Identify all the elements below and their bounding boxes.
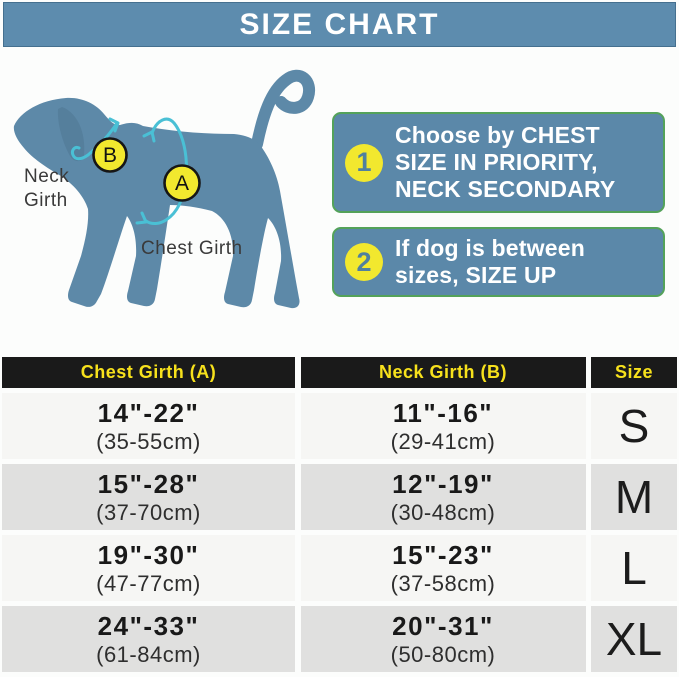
neck-marker-letter: B bbox=[103, 144, 117, 167]
row-m-neck-cm: (30-48cm) bbox=[390, 499, 496, 525]
row-m-neck-inches: 12"-19" bbox=[392, 468, 494, 499]
row-xl-chest-cm: (61-84cm) bbox=[96, 641, 201, 667]
row-xl-size: XL bbox=[591, 606, 677, 672]
row-l-chest-inches: 19"-30" bbox=[97, 539, 200, 570]
row-xl-chest-inches: 24"-33" bbox=[97, 610, 200, 641]
tip-1-line-3: NECK SECONDARY bbox=[395, 176, 616, 202]
chest-marker-letter: A bbox=[175, 172, 189, 195]
row-m-size-letter: M bbox=[614, 471, 654, 523]
header-neck-girth: Neck Girth (B) bbox=[300, 357, 586, 388]
chest-measure-arrowhead-top-icon bbox=[142, 130, 156, 143]
row-l-neck-cm: (37-58cm) bbox=[390, 570, 496, 596]
row-xl-chest: 24"-33" (61-84cm) bbox=[2, 606, 295, 672]
row-s-neck-inches: 11"-16" bbox=[392, 397, 494, 428]
row-m-size: M bbox=[591, 464, 677, 530]
tip-1-line-2: SIZE IN PRIORITY, bbox=[395, 149, 598, 175]
row-s-neck: 11"-16" (29-41cm) bbox=[300, 393, 586, 459]
neck-girth-label-line1: Neck bbox=[24, 166, 69, 187]
dog-silhouette bbox=[13, 97, 300, 309]
tip-size-up: 2 If dog is between sizes, SIZE UP bbox=[332, 227, 665, 297]
tip-2-number-badge: 2 bbox=[345, 243, 383, 281]
row-l-neck: 15"-23" (37-58cm) bbox=[300, 535, 586, 601]
neck-girth-label-line2: Girth bbox=[24, 190, 68, 211]
row-s-neck-cm: (29-41cm) bbox=[390, 428, 496, 454]
header-size: Size bbox=[591, 357, 677, 388]
tip-1-number: 1 bbox=[356, 147, 372, 177]
row-s-chest: 14"-22" (35-55cm) bbox=[2, 393, 295, 459]
neck-marker-circle bbox=[92, 137, 128, 173]
row-xl-size-letter: XL bbox=[605, 613, 663, 665]
row-s-size-letter: S bbox=[618, 400, 650, 452]
chest-girth-label: Chest Girth bbox=[141, 238, 243, 259]
tip-1-text: Choose by CHEST SIZE IN PRIORITY, NECK S… bbox=[395, 122, 615, 203]
row-l-neck-inches: 15"-23" bbox=[392, 539, 494, 570]
tip-1-number-badge: 1 bbox=[345, 143, 383, 182]
row-m-neck: 12"-19" (30-48cm) bbox=[300, 464, 586, 530]
dog-measurement-diagram: B A Neck Girth Chest Girth bbox=[13, 69, 316, 309]
chest-measure-arrowhead-bottom-icon bbox=[135, 211, 148, 225]
row-l-chest-cm: (47-77cm) bbox=[96, 570, 201, 596]
neck-measure-arrowhead-icon bbox=[108, 117, 120, 133]
header-chest-girth: Chest Girth (A) bbox=[2, 357, 295, 388]
row-m-chest-inches: 15"-28" bbox=[97, 468, 200, 499]
row-l-size: L bbox=[591, 535, 677, 601]
row-xl-neck-cm: (50-80cm) bbox=[390, 641, 496, 667]
chest-marker-circle bbox=[163, 164, 201, 202]
title-bar: SIZE CHART bbox=[3, 2, 676, 47]
tip-2-line-1: If dog is between bbox=[395, 235, 585, 261]
size-table: Chest Girth (A) Neck Girth (B) Size 14"-… bbox=[2, 357, 677, 672]
row-xl-neck-inches: 20"-31" bbox=[392, 610, 494, 641]
page-title: SIZE CHART bbox=[239, 7, 440, 41]
row-s-size: S bbox=[591, 393, 677, 459]
tip-1-line-1: Choose by CHEST bbox=[395, 122, 600, 148]
row-m-chest: 15"-28" (37-70cm) bbox=[2, 464, 295, 530]
row-xl-neck: 20"-31" (50-80cm) bbox=[300, 606, 586, 672]
row-l-size-letter: L bbox=[621, 542, 647, 594]
tip-2-number: 2 bbox=[356, 246, 372, 277]
tip-2-text: If dog is between sizes, SIZE UP bbox=[395, 235, 585, 289]
row-l-chest: 19"-30" (47-77cm) bbox=[2, 535, 295, 601]
row-m-chest-cm: (37-70cm) bbox=[96, 499, 201, 525]
row-s-chest-cm: (35-55cm) bbox=[96, 428, 201, 454]
tip-choose-by-chest: 1 Choose by CHEST SIZE IN PRIORITY, NECK… bbox=[332, 112, 665, 213]
dog-tail bbox=[251, 69, 316, 150]
tip-2-line-2: sizes, SIZE UP bbox=[395, 262, 557, 288]
row-s-chest-inches: 14"-22" bbox=[97, 397, 200, 428]
